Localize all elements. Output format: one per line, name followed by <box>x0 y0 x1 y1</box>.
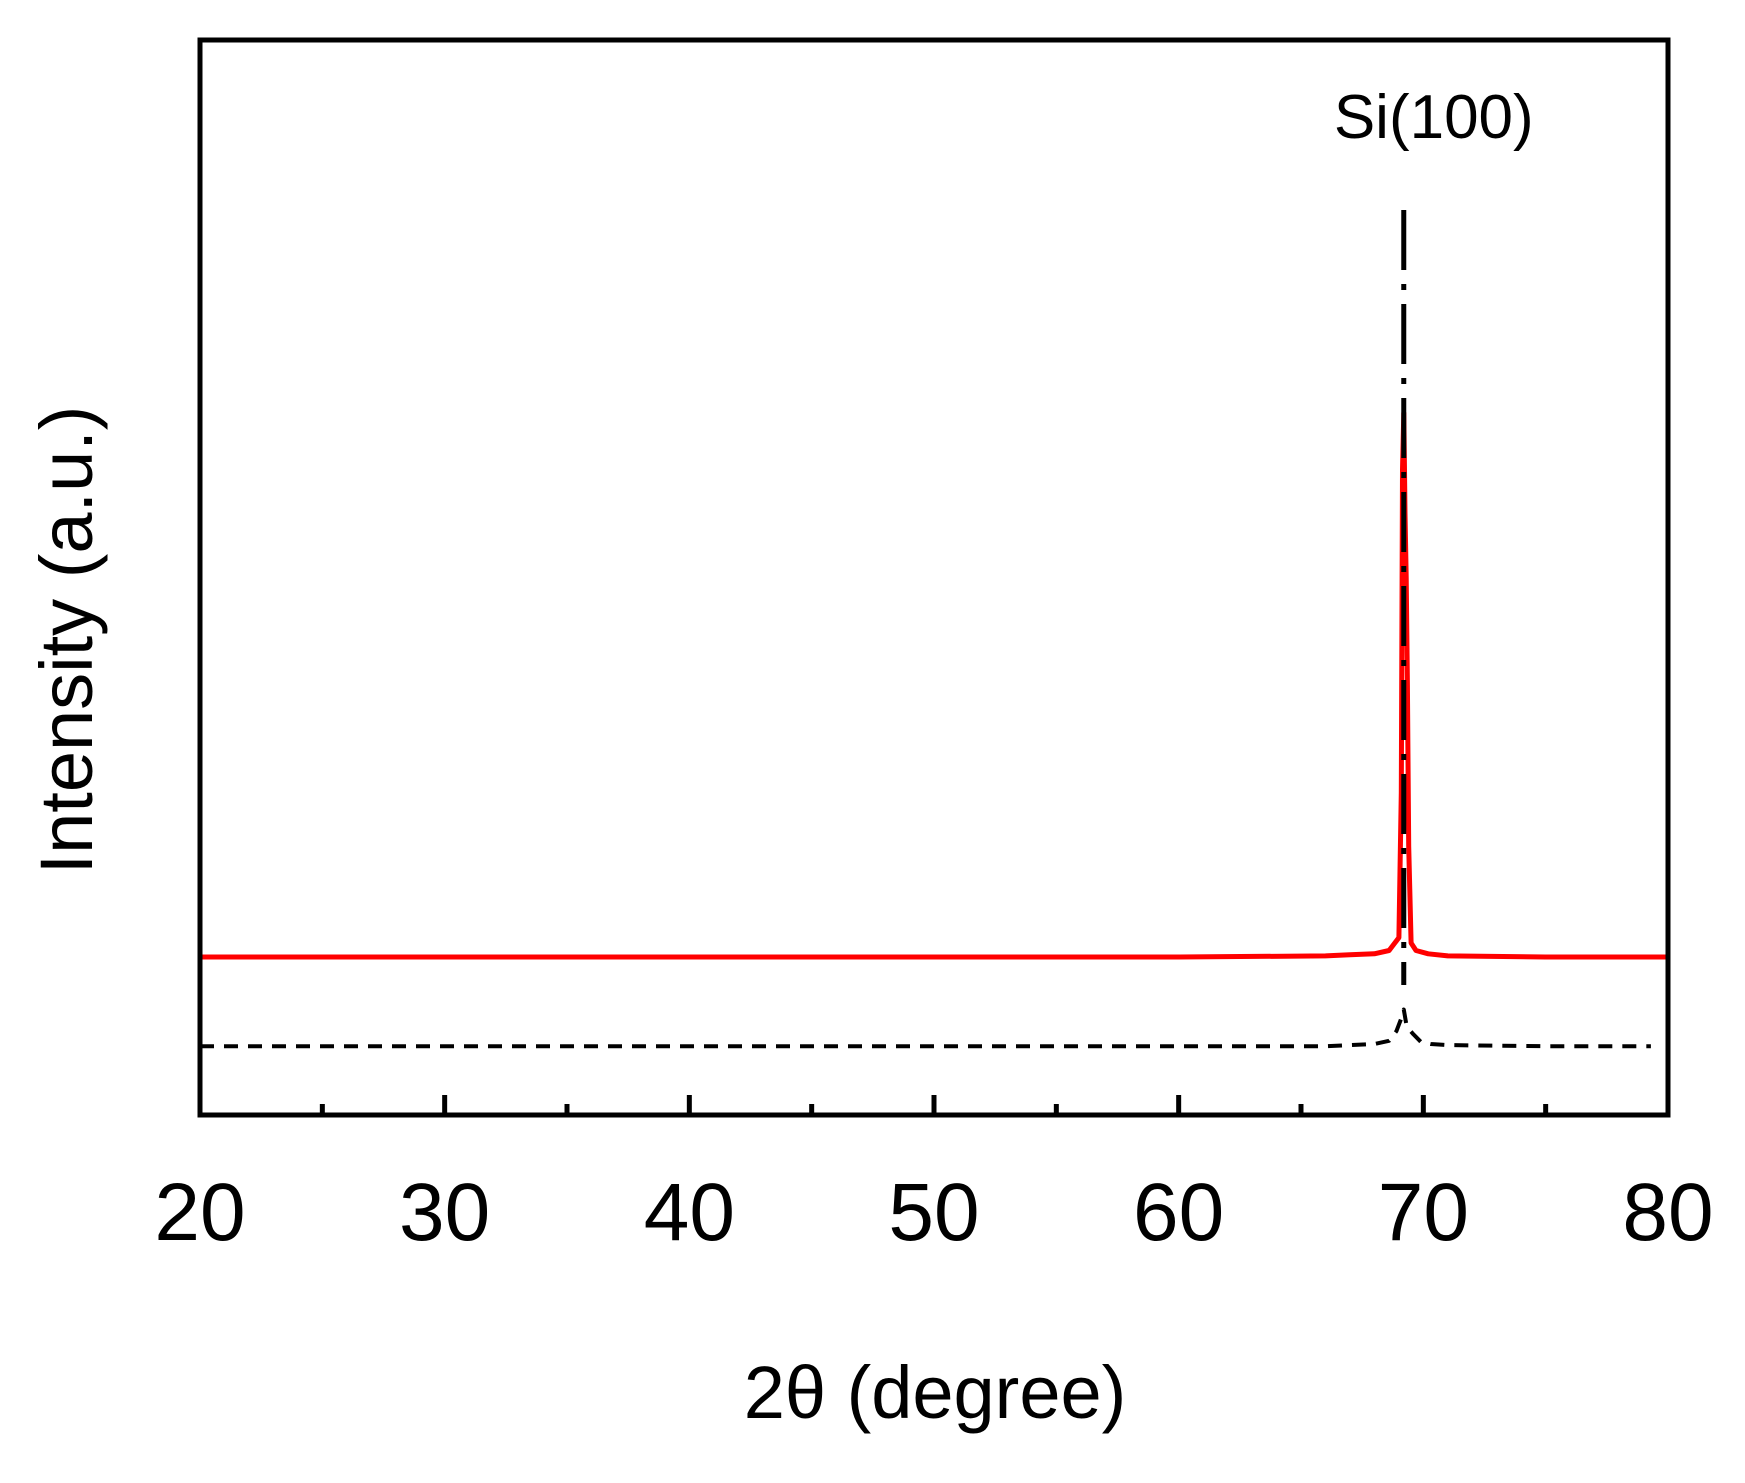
series-layer <box>200 410 1668 1049</box>
x-tick-label: 40 <box>644 1167 735 1258</box>
series-line-1 <box>200 410 1668 960</box>
annotation-layer: Si(100) <box>1334 83 1534 985</box>
x-tick-label: 60 <box>1133 1167 1224 1258</box>
x-tick-label: 80 <box>1622 1167 1713 1258</box>
x-tick-label: 30 <box>399 1167 490 1258</box>
peak-annotation-label: Si(100) <box>1334 83 1534 152</box>
x-tick-label: 70 <box>1378 1167 1469 1258</box>
y-axis-title: Intensity (a.u.) <box>25 406 108 875</box>
x-tick-label: 20 <box>154 1167 245 1258</box>
series-line-2 <box>200 1007 1651 1049</box>
x-tick-label: 50 <box>888 1167 979 1258</box>
x-axis-title: 2θ (degree) <box>744 1351 1127 1434</box>
tick-layer: 20 30 40 50 60 70 80 <box>154 1095 1714 1258</box>
